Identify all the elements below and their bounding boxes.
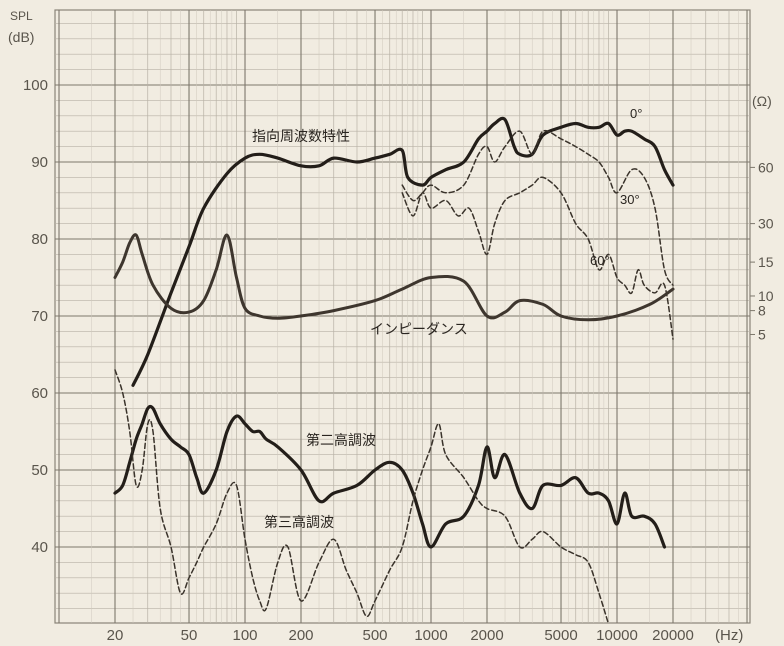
y-tick-label: 90	[31, 154, 48, 171]
right-tick-label: 8	[758, 303, 766, 319]
second-harmonic-label: 第二高調波	[306, 432, 376, 449]
y-tick-label: 50	[31, 462, 48, 479]
series-deg30	[401, 129, 674, 286]
impedance-label: インピーダンス	[370, 322, 468, 338]
directivity-label: 指向周波数特性	[252, 129, 350, 145]
x-tick-label: 10000	[596, 627, 638, 644]
deg60-label: 60°	[590, 253, 610, 268]
annotations: 指向周波数特性 0° 30° 60° インピーダンス 第二高調波 第三高調波	[252, 106, 642, 531]
right-tick-label: 5	[758, 326, 766, 342]
x-tick-label: 500	[363, 627, 388, 644]
x-tick-label: 20000	[652, 627, 694, 644]
right-axis-unit: (Ω)	[752, 93, 772, 109]
series-impedance	[113, 233, 675, 322]
x-tick-label: 20	[107, 627, 124, 644]
right-tick-label: 10	[758, 288, 774, 304]
x-tick-label: 5000	[544, 627, 577, 644]
series-on-axis	[131, 116, 675, 387]
right-tick-label: 15	[758, 254, 774, 270]
series-deg60	[401, 176, 674, 340]
y-tick-label: 100	[23, 77, 48, 94]
x-tick-label: 200	[288, 627, 313, 644]
y-tick-label: 70	[31, 308, 48, 325]
curves	[113, 116, 675, 625]
x-tick-label: 100	[232, 627, 257, 644]
x-tick-label: 2000	[470, 627, 503, 644]
third-harmonic-label: 第三高調波	[264, 514, 334, 531]
deg30-label: 30°	[620, 192, 640, 207]
x-tick-label: 50	[181, 627, 198, 644]
deg0-label: 0°	[630, 106, 642, 121]
series-third-harmonic	[114, 369, 610, 625]
y-axis-label-top: SPL	[10, 9, 33, 23]
y-tick-label: 60	[31, 385, 48, 402]
y-tick-label: 40	[31, 539, 48, 556]
x-axis-unit: (Hz)	[715, 627, 743, 644]
y-axis-label-unit: (dB)	[8, 29, 34, 45]
series-second-harmonic	[113, 404, 667, 549]
x-tick-label: 1000	[414, 627, 447, 644]
right-tick-label: 60	[758, 159, 774, 175]
right-tick-label: 30	[758, 216, 774, 232]
y-tick-label: 80	[31, 231, 48, 248]
